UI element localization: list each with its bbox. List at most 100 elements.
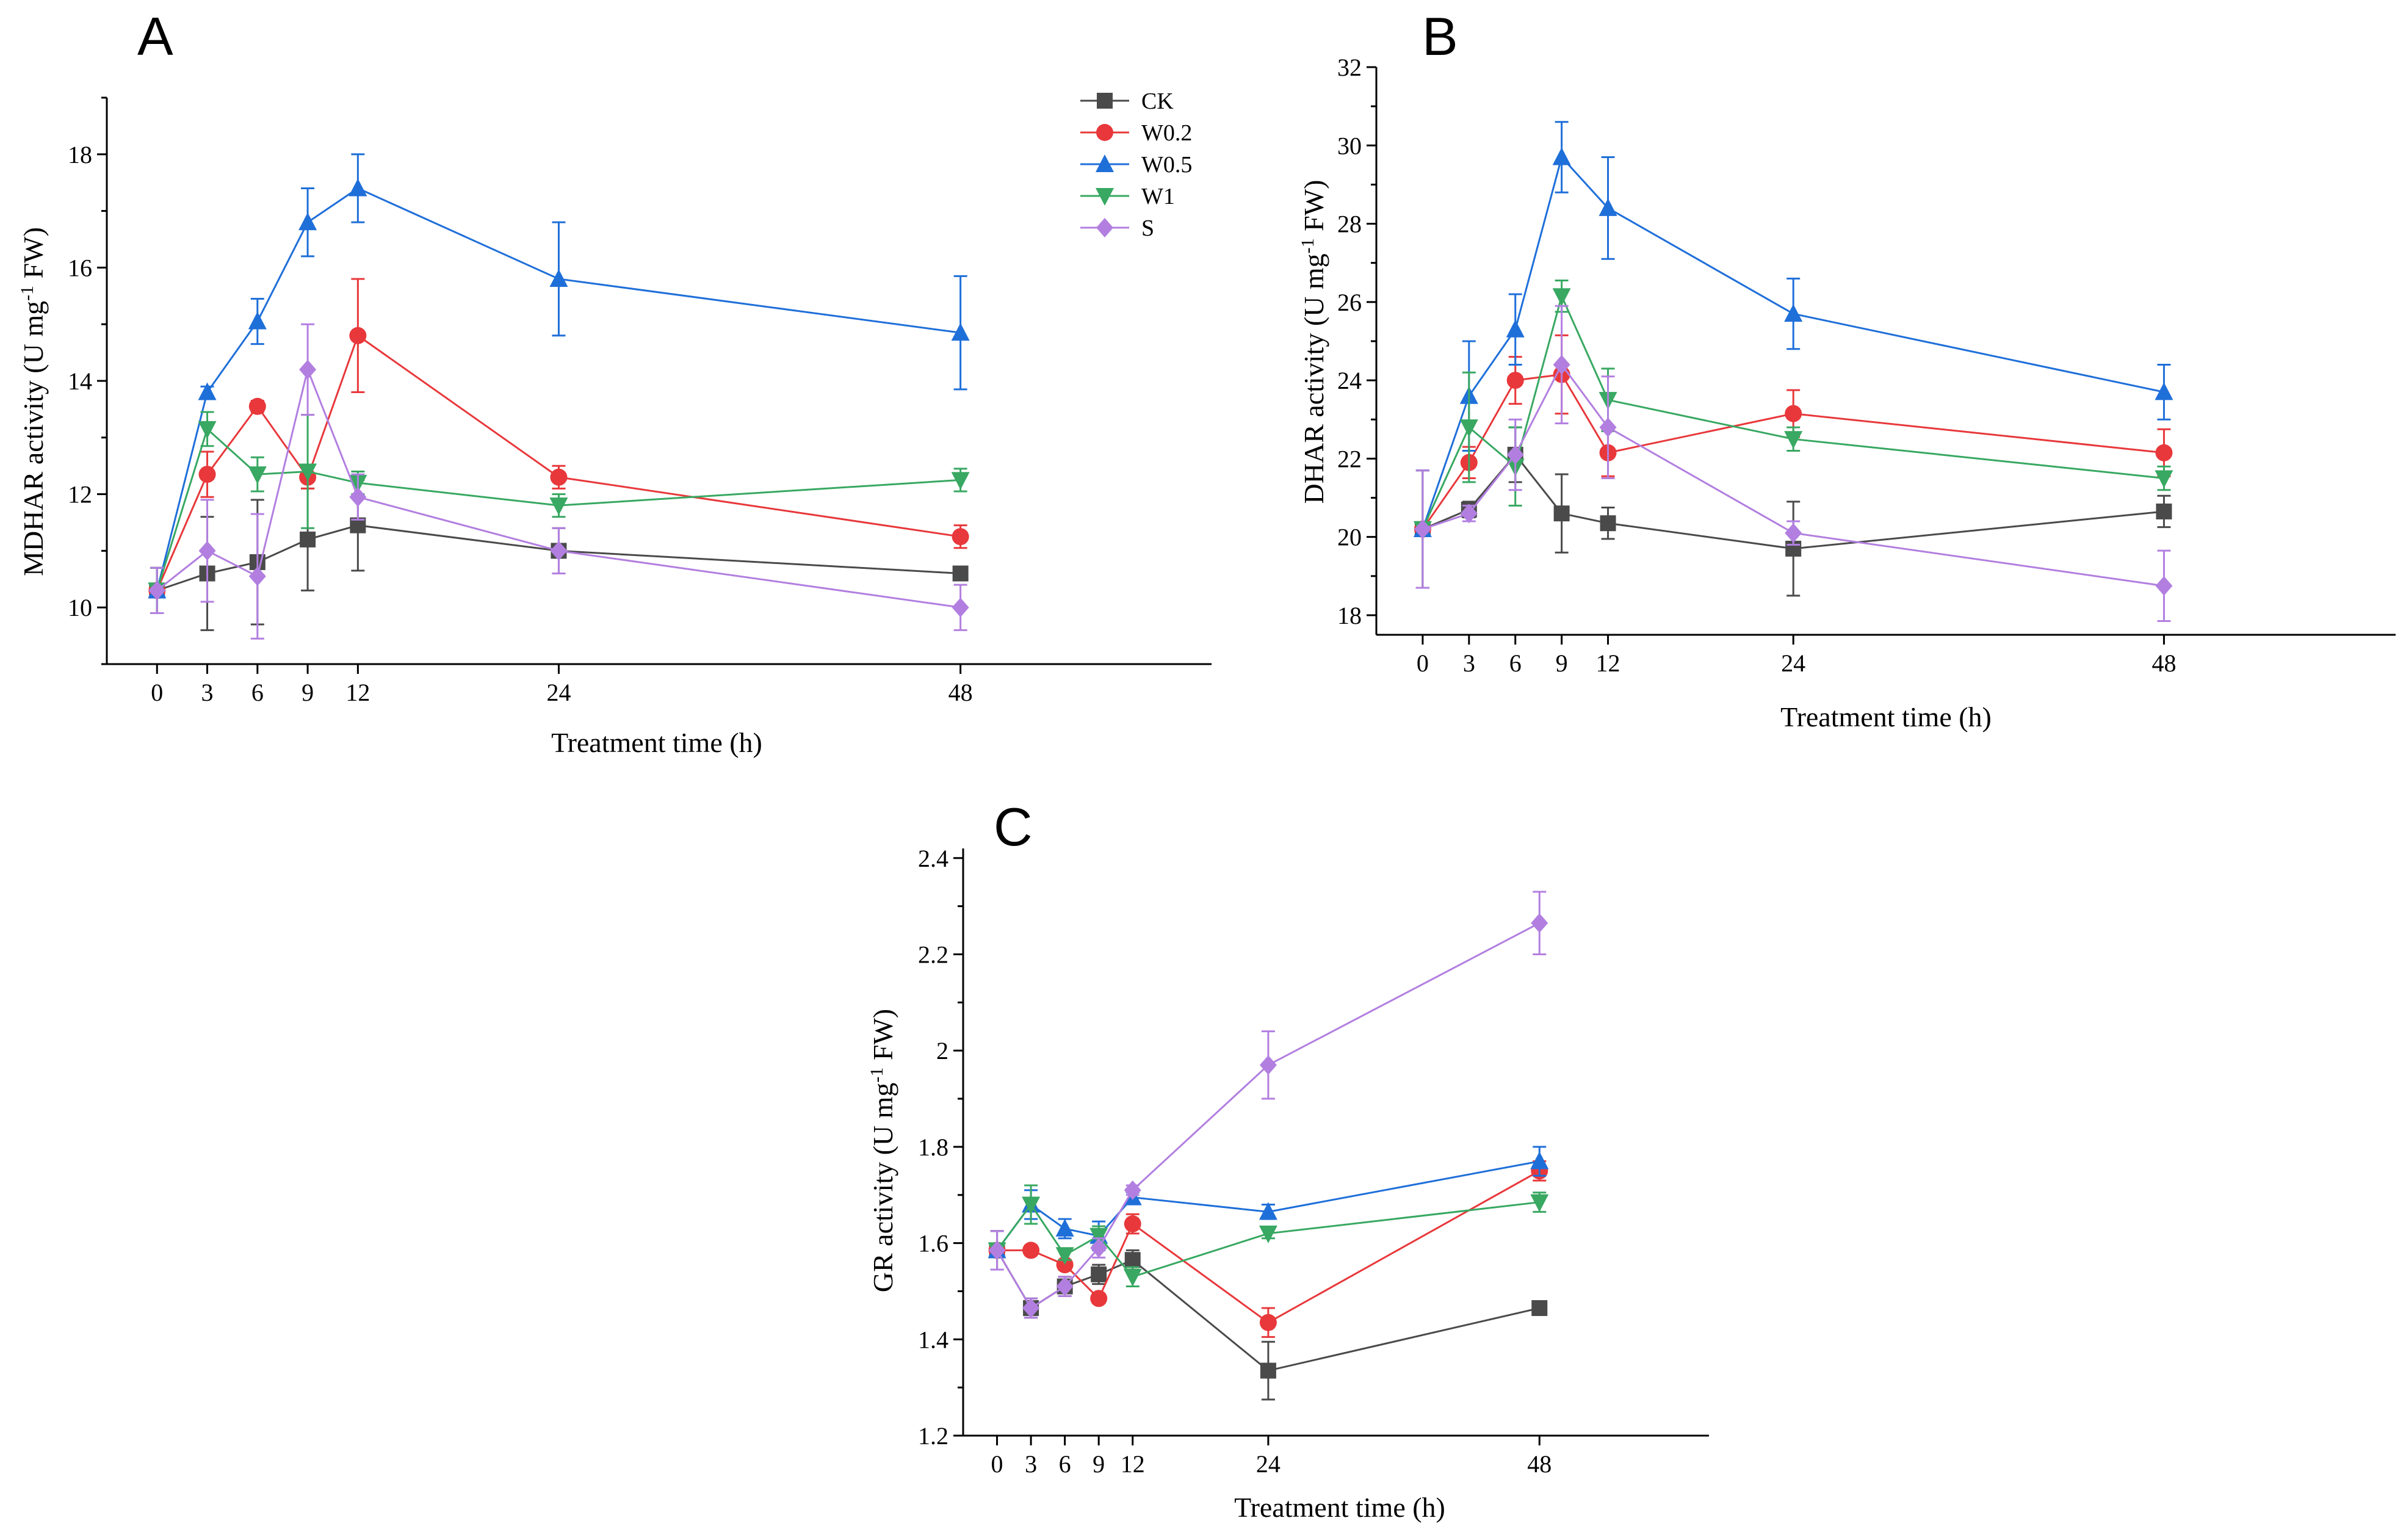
data-point (1022, 1298, 1040, 1318)
data-point (1530, 1194, 1549, 1212)
panel-a-axes (106, 98, 1212, 665)
panel-b-y-axis-title: DHAR activity (U mg-1 FW) (1298, 180, 1330, 504)
panel-c-chart: C 1.2 1.4 1.6 1.8 2 2.2 2.4 0 3 6 9 12 24 48 Treatme… (867, 797, 1709, 1523)
data-point (1459, 419, 1478, 438)
data-point (1784, 431, 1803, 449)
panel-a-y-tick-label: 16 (68, 254, 92, 281)
data-point (988, 1240, 1006, 1260)
data-point (148, 580, 166, 601)
panel-a-series-w1 (148, 411, 970, 614)
data-point (349, 487, 367, 507)
panel-c-y-tick-label: 1.6 (918, 1230, 948, 1257)
data-point (1022, 1196, 1041, 1215)
panel-b-plot-area (1413, 121, 2173, 623)
data-point (1055, 1218, 1074, 1237)
legend-marker (1096, 154, 1114, 172)
panel-b-y-tick-label: 26 (1337, 289, 1362, 316)
data-point (1553, 505, 1570, 522)
data-point (248, 311, 267, 330)
legend-marker (1096, 188, 1114, 206)
panel-b-x-tick-label: 48 (2151, 649, 2176, 677)
panel-b-y-tick-label: 22 (1337, 445, 1362, 472)
data-point (2155, 470, 2173, 488)
panel-a-x-tick-label: 0 (151, 679, 163, 706)
data-point (549, 497, 568, 516)
panel-a-x-ticks: 0 3 6 9 12 24 48 (151, 664, 973, 706)
data-point (1600, 515, 1616, 532)
data-point (1089, 1227, 1108, 1246)
series-line (996, 922, 1540, 1310)
panel-c-series-w1 (988, 1184, 1549, 1288)
panel-b-x-tick-label: 24 (1781, 649, 1805, 677)
panel-a-y-ticks: 10 12 14 16 18 (68, 96, 107, 665)
data-point (198, 541, 216, 561)
panel-a-y-tick-label: 12 (68, 481, 92, 508)
legend-item-w05: W0.5 (1080, 152, 1192, 178)
panel-c-y-tick-label: 2 (936, 1037, 948, 1065)
data-point (1055, 1247, 1074, 1265)
panel-c-x-ticks: 0 3 6 9 12 24 48 (991, 1436, 1552, 1478)
data-point (952, 598, 969, 618)
data-point (1553, 355, 1570, 375)
data-point (1785, 523, 1802, 543)
panel-a-x-tick-label: 3 (201, 679, 214, 706)
data-point (1090, 1238, 1108, 1258)
panel-c-x-tick-label: 12 (1121, 1450, 1145, 1478)
panel-b-y-tick-label: 18 (1337, 602, 1362, 629)
panel-b-x-ticks: 0 3 6 9 12 24 48 (1417, 635, 2176, 677)
data-point (1259, 1202, 1277, 1220)
data-point (248, 566, 266, 587)
legend-item-s: S (1080, 215, 1154, 241)
data-point (2155, 576, 2173, 596)
data-point (2155, 382, 2173, 400)
panel-c-y-tick-label: 2.4 (918, 845, 948, 872)
panel-a-y-axis-title: MDHAR activity (U mg-1 FW) (17, 227, 49, 576)
panel-c-x-tick-label: 9 (1093, 1450, 1105, 1478)
panel-a-y-tick-label: 18 (68, 141, 92, 168)
panel-c-axes (962, 848, 1709, 1437)
panel-a-x-tick-label: 12 (345, 679, 370, 706)
panel-c-y-tick-label: 1.4 (918, 1326, 948, 1353)
data-point (952, 565, 969, 582)
data-point (1124, 1215, 1141, 1233)
panel-b-axes (1375, 67, 2396, 636)
panel-a-y-tick-label: 10 (68, 594, 92, 621)
panel-c-x-tick-label: 48 (1527, 1450, 1552, 1478)
data-point (1124, 1252, 1141, 1268)
panel-a-chart: A 10 12 14 16 18 0 3 6 9 12 24 48 Treatment time (… (17, 6, 1212, 758)
legend-label: CK (1141, 89, 1174, 114)
data-point (1259, 1055, 1277, 1075)
panel-a-x-tick-label: 9 (302, 679, 314, 706)
data-point (1531, 1300, 1548, 1317)
panel-b-y-tick-label: 20 (1337, 524, 1362, 551)
legend-label: W0.2 (1141, 120, 1192, 146)
panel-b-x-tick-label: 9 (1556, 649, 1568, 677)
legend-label: S (1141, 215, 1154, 241)
panel-a-x-tick-label: 6 (251, 679, 264, 706)
legend-marker (1097, 93, 1113, 109)
data-point (1506, 444, 1524, 465)
data-point (1091, 1266, 1107, 1282)
data-point (1056, 1276, 1074, 1296)
panel-b-x-tick-label: 0 (1417, 649, 1429, 677)
data-point (1599, 418, 1617, 438)
data-point (298, 212, 317, 231)
panel-c-y-tick-label: 1.2 (918, 1422, 948, 1450)
panel-b-x-tick-label: 6 (1509, 649, 1522, 677)
panel-b-y-tick-label: 24 (1337, 367, 1362, 394)
data-point (1260, 1362, 1276, 1379)
panel-b-y-tick-label: 30 (1337, 132, 1362, 159)
panel-b-y-ticks: 18 20 22 24 26 28 30 32 (1337, 54, 1376, 629)
panel-b-x-tick-label: 12 (1596, 649, 1620, 677)
data-point (951, 323, 970, 341)
legend-marker (1096, 124, 1113, 141)
panel-c-x-tick-label: 0 (991, 1450, 1003, 1478)
panel-c-y-axis-title: GR activity (U mg-1 FW) (867, 1009, 899, 1293)
panel-c-x-tick-label: 24 (1256, 1450, 1281, 1478)
data-point (1123, 1268, 1142, 1287)
data-point (198, 421, 217, 439)
legend-label: W0.5 (1141, 152, 1192, 178)
data-point (1785, 405, 1802, 422)
data-point (198, 466, 216, 483)
